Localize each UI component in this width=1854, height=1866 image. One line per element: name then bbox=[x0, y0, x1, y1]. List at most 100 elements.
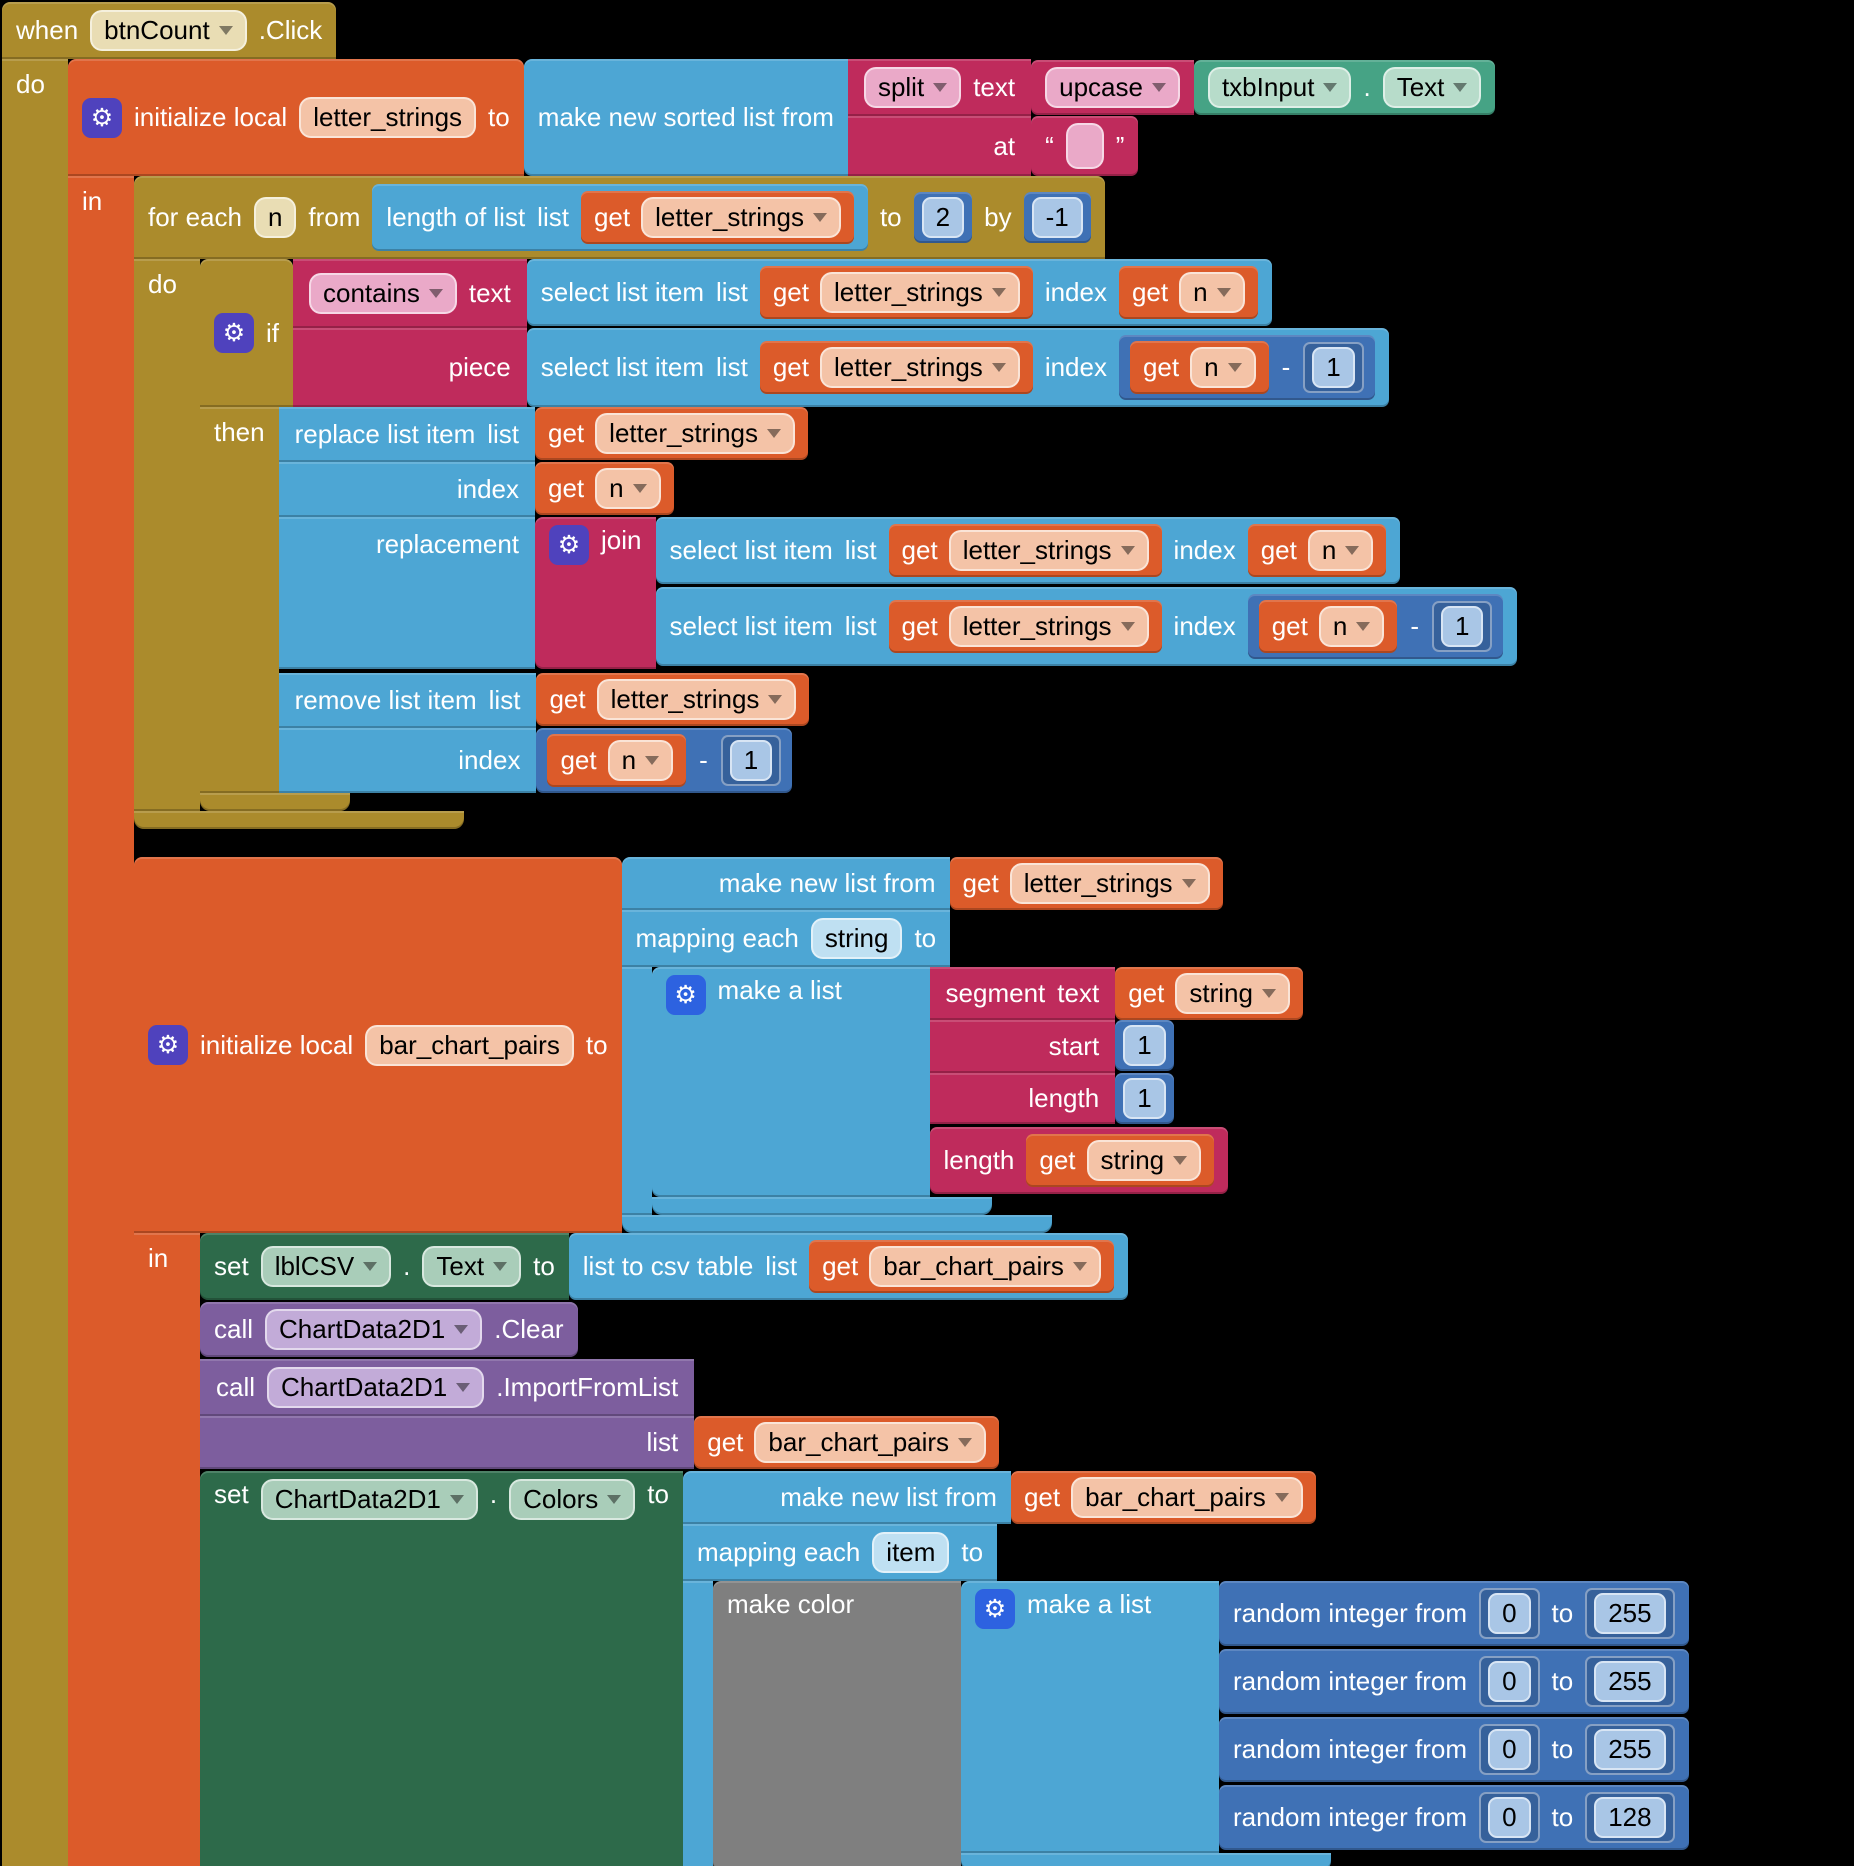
letter-strings-var-dropdown[interactable]: letter_strings bbox=[1009, 863, 1210, 904]
set-chartdata-colors-block[interactable]: set ChartData2D1 . Colors bbox=[200, 1471, 1689, 1866]
length-of-list-block[interactable]: length of list list get letter_strings bbox=[372, 184, 868, 251]
select-list-item-block[interactable]: select list item list get letter_strings bbox=[526, 328, 1389, 407]
number-2-field[interactable]: 2 bbox=[921, 197, 965, 238]
text-prop-dropdown[interactable]: Text bbox=[1382, 67, 1482, 108]
select-list-item-block[interactable]: select list item list get letter_strings bbox=[526, 259, 1272, 326]
string-var-field[interactable]: string bbox=[810, 918, 903, 959]
join-block[interactable]: ⚙ join select list item bbox=[535, 517, 1518, 669]
get-letter-strings-block[interactable]: get letter_strings bbox=[759, 266, 1033, 319]
mutator-gear-icon[interactable]: ⚙ bbox=[665, 975, 706, 1015]
random-min-field[interactable]: 0 bbox=[1488, 1729, 1531, 1770]
chartdata2d1-dropdown[interactable]: ChartData2D1 bbox=[267, 1367, 485, 1408]
make-a-list-block[interactable]: ⚙ make a list bbox=[651, 967, 1303, 1215]
set-lblcsv-text-block[interactable]: set lblCSV . Text bbox=[200, 1233, 1128, 1300]
when-btncount-click-block[interactable]: when btnCount .Click do ⚙ initialize loc… bbox=[2, 2, 1689, 1866]
loop-var-n-field[interactable]: n bbox=[253, 197, 297, 238]
get-string-block[interactable]: get string bbox=[1026, 1134, 1215, 1187]
n-var-dropdown[interactable]: n bbox=[1179, 272, 1245, 313]
bar-chart-pairs-var-dropdown[interactable]: bar_chart_pairs bbox=[754, 1422, 987, 1463]
replace-list-item-block[interactable]: replace list item list get bbox=[278, 407, 1518, 669]
random-max-field[interactable]: 128 bbox=[1594, 1797, 1666, 1838]
string-var-dropdown[interactable]: string bbox=[1175, 973, 1290, 1014]
split-op-dropdown[interactable]: split bbox=[863, 67, 962, 108]
letter-strings-var-dropdown[interactable]: letter_strings bbox=[595, 413, 796, 454]
number-1-field[interactable]: 1 bbox=[1441, 606, 1484, 647]
random-integer-block[interactable]: random integer from 0 to 255 bbox=[1218, 1649, 1689, 1714]
letter-strings-var-dropdown[interactable]: letter_strings bbox=[948, 530, 1149, 571]
if-header[interactable]: ⚙ if bbox=[200, 259, 293, 407]
split-text-block[interactable]: split text upcase bbox=[847, 59, 1496, 176]
segment-block[interactable]: segment text get bbox=[929, 967, 1303, 1124]
chartdata2d1-dropdown[interactable]: ChartData2D1 bbox=[260, 1479, 478, 1520]
get-bar-chart-pairs-block[interactable]: get bar_chart_pairs bbox=[1010, 1471, 1316, 1524]
item-var-field[interactable]: item bbox=[872, 1532, 950, 1573]
call-import-header[interactable]: call ChartData2D1 .ImportFromList bbox=[200, 1359, 695, 1416]
string-var-dropdown[interactable]: string bbox=[1086, 1140, 1202, 1181]
get-string-block[interactable]: get string bbox=[1115, 967, 1303, 1020]
get-letter-strings-block[interactable]: get letter_strings bbox=[888, 524, 1162, 577]
get-letter-strings-block[interactable]: get letter_strings bbox=[949, 857, 1223, 910]
number-1-field[interactable]: 1 bbox=[729, 740, 773, 781]
random-integer-block[interactable]: random integer from 0 to 255 bbox=[1218, 1581, 1689, 1646]
get-letter-strings-block[interactable]: get letter_strings bbox=[536, 673, 810, 726]
get-letter-strings-block[interactable]: get letter_strings bbox=[759, 341, 1033, 394]
letter-strings-var-dropdown[interactable]: letter_strings bbox=[819, 272, 1020, 313]
get-n-block[interactable]: get n bbox=[1247, 524, 1387, 577]
get-n-block[interactable]: get n bbox=[535, 462, 674, 515]
contains-block[interactable]: contains text select list item bbox=[293, 259, 1389, 407]
txbinput-dropdown[interactable]: txbInput bbox=[1207, 67, 1352, 108]
mutator-gear-icon[interactable]: ⚙ bbox=[148, 1025, 188, 1065]
number-1-field[interactable]: 1 bbox=[1123, 1078, 1166, 1119]
n-var-dropdown[interactable]: n bbox=[595, 468, 661, 509]
mutator-gear-icon[interactable]: ⚙ bbox=[214, 313, 254, 353]
init-bar-chart-pairs-header[interactable]: ⚙ initialize local bar_chart_pairs to bbox=[134, 857, 622, 1233]
number-minus1-field[interactable]: -1 bbox=[1031, 197, 1083, 238]
make-new-sorted-list-block[interactable]: make new sorted list from split text bbox=[523, 59, 1496, 176]
select-list-item-block[interactable]: select list item list get bbox=[655, 587, 1518, 666]
upcase-block[interactable]: upcase bbox=[1031, 60, 1194, 115]
make-new-list-mapping-item-block[interactable]: make new list from get bar_chart_pairs bbox=[682, 1471, 1689, 1866]
n-minus-1-block[interactable]: get n - 1 bbox=[536, 728, 793, 793]
number-minus1-block[interactable]: -1 bbox=[1023, 192, 1091, 243]
n-var-dropdown[interactable]: n bbox=[1318, 606, 1385, 647]
space-string-block[interactable]: “ ” bbox=[1031, 116, 1139, 176]
letter-strings-var-dropdown[interactable]: letter_strings bbox=[819, 347, 1020, 388]
initialize-local-letter-strings-block[interactable]: ⚙ initialize local letter_strings to mak… bbox=[68, 59, 1689, 1866]
random-max-field[interactable]: 255 bbox=[1594, 1729, 1666, 1770]
make-a-list-colors-block[interactable]: ⚙ make a list random integer bbox=[960, 1581, 1689, 1866]
lblcsv-dropdown[interactable]: lblCSV bbox=[260, 1246, 392, 1287]
bar-chart-pairs-var-dropdown[interactable]: bar_chart_pairs bbox=[869, 1246, 1101, 1287]
get-n-block[interactable]: get n bbox=[1258, 600, 1398, 653]
get-n-block[interactable]: get n bbox=[1118, 266, 1258, 319]
space-string-field[interactable] bbox=[1065, 123, 1104, 169]
call-chartdata-importfromlist-block[interactable]: call ChartData2D1 .ImportFromList bbox=[200, 1359, 1000, 1469]
remove-list-item-block[interactable]: remove list item list get bbox=[278, 673, 810, 793]
colors-prop-dropdown[interactable]: Colors bbox=[509, 1479, 636, 1520]
random-min-field[interactable]: 0 bbox=[1488, 1593, 1531, 1634]
chartdata2d1-dropdown[interactable]: ChartData2D1 bbox=[265, 1309, 483, 1350]
call-chartdata-clear-block[interactable]: call ChartData2D1 .Clear bbox=[200, 1302, 578, 1357]
random-integer-block[interactable]: random integer from 0 to 255 bbox=[1218, 1717, 1689, 1782]
number-1-field[interactable]: 1 bbox=[1312, 347, 1355, 388]
random-integer-block[interactable]: random integer from 0 to 128 bbox=[1218, 1785, 1689, 1850]
n-minus-1-block[interactable]: get n - bbox=[1247, 594, 1504, 659]
get-letter-strings-block[interactable]: get letter_strings bbox=[888, 600, 1162, 653]
when-block-header[interactable]: when btnCount .Click bbox=[2, 2, 337, 59]
get-bar-chart-pairs-block[interactable]: get bar_chart_pairs bbox=[809, 1240, 1114, 1293]
get-n-block[interactable]: get n bbox=[1129, 341, 1269, 394]
list-to-csv-table-block[interactable]: list to csv table list get bar_chart_pai… bbox=[568, 1233, 1128, 1300]
n-var-dropdown[interactable]: n bbox=[1307, 530, 1374, 571]
get-bar-chart-pairs-block[interactable]: get bar_chart_pairs bbox=[694, 1416, 1000, 1469]
length-block[interactable]: length get string bbox=[929, 1127, 1229, 1194]
btncount-dropdown[interactable]: btnCount bbox=[90, 10, 247, 51]
init-letter-strings-header[interactable]: ⚙ initialize local letter_strings to bbox=[68, 59, 524, 176]
number-1-field[interactable]: 1 bbox=[1123, 1025, 1166, 1066]
letter-strings-var-dropdown[interactable]: letter_strings bbox=[948, 606, 1149, 647]
letter-strings-var-dropdown[interactable]: letter_strings bbox=[641, 197, 841, 238]
n-var-dropdown[interactable]: n bbox=[607, 740, 674, 781]
for-each-header[interactable]: for each n from length of list list get bbox=[134, 176, 1105, 259]
random-max-field[interactable]: 255 bbox=[1594, 1661, 1666, 1702]
set-colors-header[interactable]: set ChartData2D1 . Colors bbox=[200, 1471, 683, 1866]
contains-op-dropdown[interactable]: contains bbox=[309, 273, 457, 314]
random-max-field[interactable]: 255 bbox=[1594, 1593, 1666, 1634]
